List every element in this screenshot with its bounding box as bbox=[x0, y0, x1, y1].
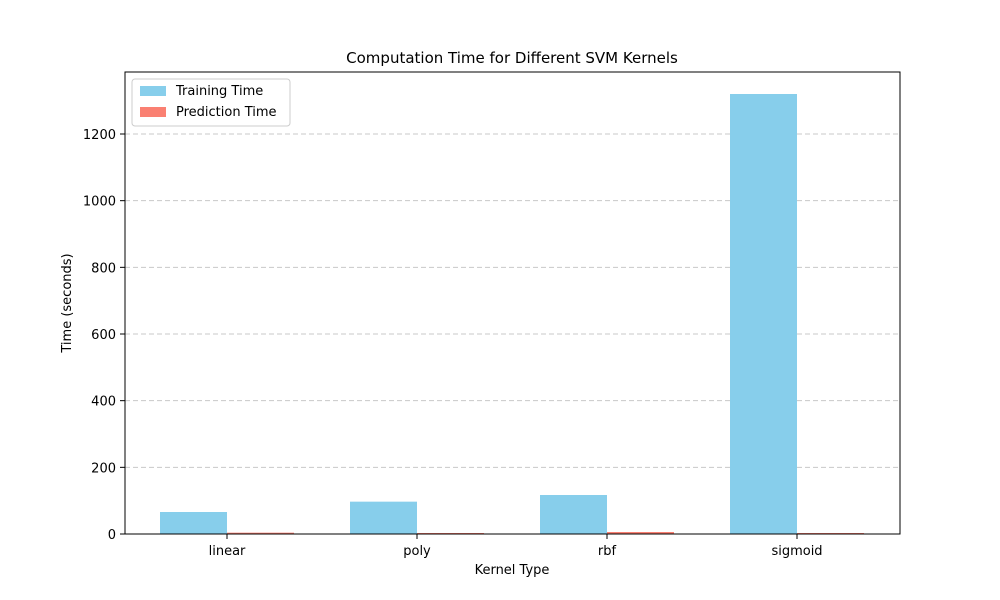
y-tick-label: 600 bbox=[91, 328, 116, 343]
gridlines bbox=[125, 133, 900, 468]
x-tick-label: poly bbox=[403, 544, 431, 559]
legend-swatch-prediction bbox=[140, 107, 166, 117]
legend-box bbox=[131, 78, 291, 127]
y-tick-label: 200 bbox=[91, 461, 116, 476]
bar-training-linear bbox=[160, 512, 227, 534]
plot-frame bbox=[124, 71, 901, 535]
y-tick-label: 800 bbox=[91, 261, 116, 276]
x-axis-label: Kernel Type bbox=[475, 563, 550, 578]
x-tick-label: linear bbox=[209, 544, 246, 559]
x-tick-label: sigmoid bbox=[771, 544, 822, 559]
x-tick-label: rbf bbox=[598, 544, 617, 559]
bar-prediction-rbf bbox=[607, 532, 674, 534]
bars bbox=[160, 94, 864, 534]
y-tick-label: 1200 bbox=[83, 128, 116, 143]
y-tick-label: 400 bbox=[91, 395, 116, 410]
y-axis: 0 200 400 600 800 1000 1200 bbox=[83, 128, 125, 543]
bar-training-poly bbox=[350, 501, 417, 534]
bar-training-rbf bbox=[540, 495, 607, 534]
bar-prediction-linear bbox=[227, 532, 294, 534]
x-axis: linear poly rbf sigmoid bbox=[209, 534, 823, 559]
y-tick-label: 0 bbox=[108, 528, 116, 543]
legend: Training Time Prediction Time bbox=[131, 78, 291, 127]
legend-swatch-training bbox=[140, 86, 166, 96]
legend-label-prediction: Prediction Time bbox=[176, 105, 277, 120]
legend-label-training: Training Time bbox=[175, 84, 263, 99]
y-tick-label: 1000 bbox=[83, 195, 116, 210]
y-axis-label: Time (seconds) bbox=[60, 253, 75, 353]
bar-training-sigmoid bbox=[730, 94, 797, 534]
chart-title: Computation Time for Different SVM Kerne… bbox=[346, 49, 678, 67]
